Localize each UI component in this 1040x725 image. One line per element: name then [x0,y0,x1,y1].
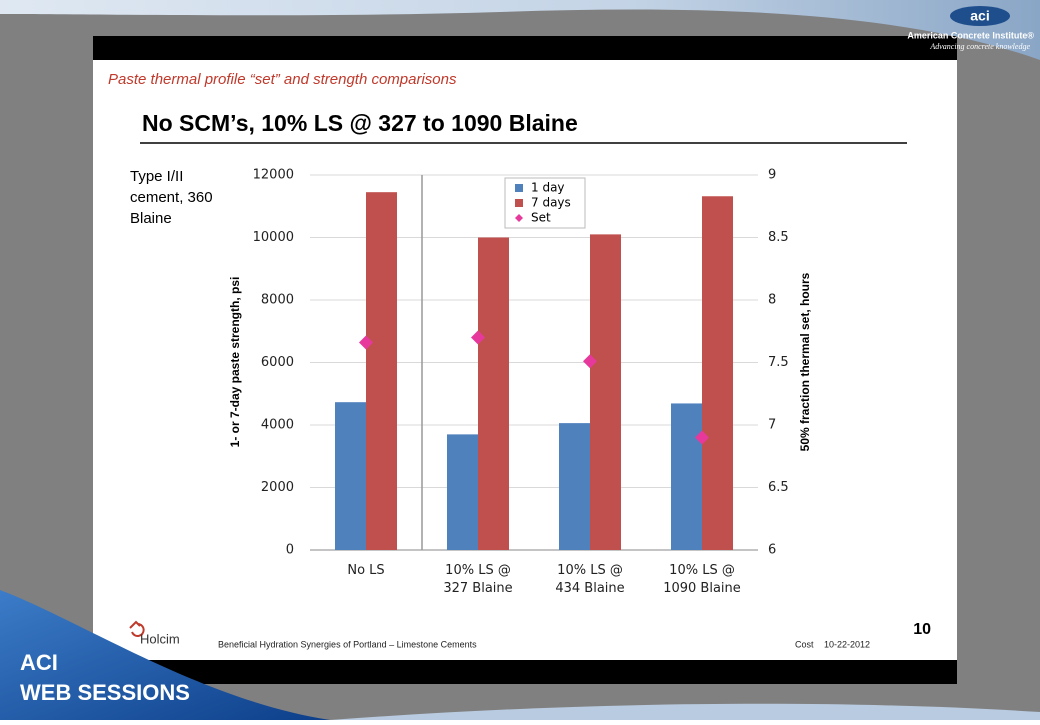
y-tick-label: 4000 [261,418,294,433]
logo-badge [950,6,1010,26]
y-axis-title: 1- or 7-day paste strength, psi [228,277,242,448]
annotation: Type I/II [130,168,183,185]
bar [447,434,478,550]
y2-tick-label: 6.5 [768,480,789,495]
x-tick-label: 10% LS @434 Blaine [555,563,624,596]
legend-label: Set [531,211,551,225]
bar [590,234,621,550]
x-tick-label: 10% LS @327 Blaine [443,563,512,596]
black-band [93,660,957,684]
legend-swatch [515,199,523,207]
y2-tick-label: 7.5 [768,355,789,370]
bar [702,196,733,550]
brand-line: WEB SESSIONS [20,680,190,705]
tagline: Advancing concrete knowledge [929,42,1030,51]
date: 10-22-2012 [824,639,870,649]
y2-axis-title: 50% fraction thermal set, hours [798,272,812,451]
top-banner [0,0,1040,60]
section-title: Paste thermal profile “set” and strength… [108,71,457,88]
bar [671,403,702,550]
bar [478,237,509,550]
y-tick-label: 0 [286,543,294,558]
logo: aci [970,8,989,24]
page-number: 10 [913,621,931,638]
bottom-strip [330,703,1040,720]
y2-tick-label: 7 [768,418,776,433]
brand-swoosh [0,590,330,720]
legend-label: 1 day [531,181,565,195]
marker [359,335,373,350]
legend-swatch [515,214,523,222]
bar [559,423,590,550]
y-tick-label: 6000 [261,355,294,370]
black-band [93,36,957,60]
y-tick-label: 10000 [253,230,294,245]
annotation: Blaine [130,210,172,227]
y-tick-label: 12000 [253,168,294,183]
y2-tick-label: 8 [768,293,776,308]
bar [335,402,366,550]
legend-swatch [515,184,523,192]
legend-label: 7 days [531,196,571,210]
x-tick-label: No LS [347,563,384,578]
org-name: American Concrete Institute® [907,30,1034,40]
brand-line: ACI [20,650,58,675]
bar [366,192,397,550]
x-tick-label: 10% LS @1090 Blaine [663,563,741,596]
author: Cost [795,639,814,649]
slide [93,60,957,660]
marker [695,430,709,445]
company-icon [129,620,145,637]
marker [583,354,597,369]
y2-tick-label: 9 [768,168,776,183]
heading: No SCM’s, 10% LS @ 327 to 1090 Blaine [142,110,578,136]
company: Holcim [140,631,180,646]
annotation: cement, 360 [130,189,213,206]
footer: Beneficial Hydration Synergies of Portla… [218,639,477,649]
y2-tick-label: 8.5 [768,230,789,245]
marker [471,330,485,345]
y-tick-label: 2000 [261,480,294,495]
y-tick-label: 8000 [261,293,294,308]
y2-tick-label: 6 [768,543,776,558]
